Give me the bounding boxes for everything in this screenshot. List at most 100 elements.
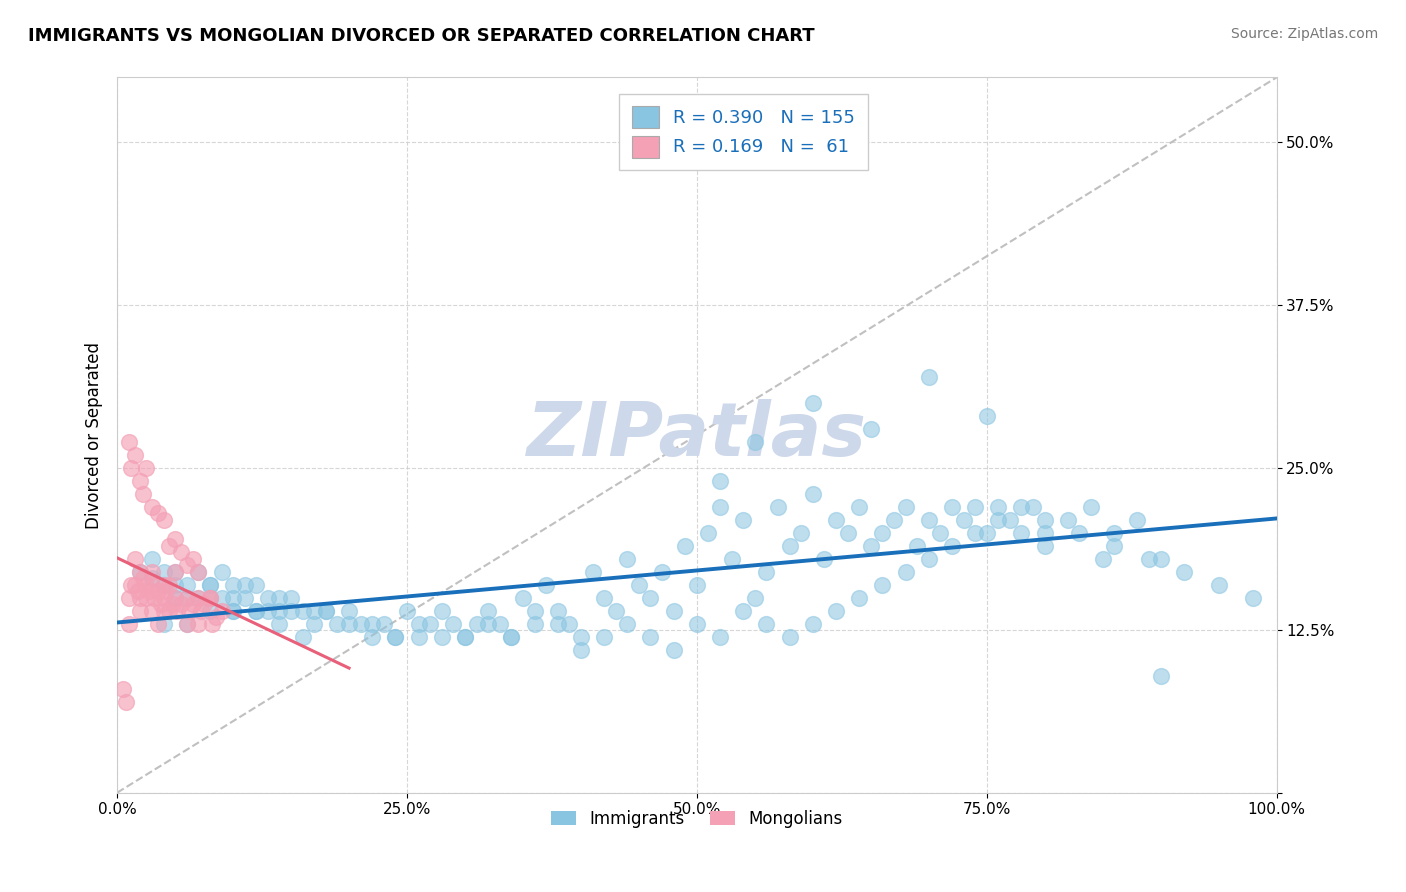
- Legend: Immigrants, Mongolians: Immigrants, Mongolians: [544, 803, 849, 834]
- Point: [1022, 500, 1045, 514]
- Point: [1056, 512, 1078, 526]
- Point: [709, 630, 731, 644]
- Point: [477, 604, 499, 618]
- Point: [686, 577, 709, 591]
- Point: [152, 577, 174, 591]
- Point: [801, 486, 824, 500]
- Point: [361, 616, 384, 631]
- Point: [465, 616, 488, 631]
- Point: [129, 565, 152, 579]
- Point: [165, 565, 187, 579]
- Point: [430, 630, 453, 644]
- Point: [755, 616, 778, 631]
- Point: [204, 610, 226, 624]
- Point: [176, 577, 198, 591]
- Point: [135, 591, 157, 605]
- Point: [1149, 668, 1171, 682]
- Point: [395, 604, 418, 618]
- Point: [124, 551, 146, 566]
- Point: [454, 630, 477, 644]
- Point: [1033, 512, 1056, 526]
- Point: [581, 565, 603, 579]
- Point: [141, 577, 163, 591]
- Point: [697, 525, 720, 540]
- Point: [534, 577, 557, 591]
- Point: [304, 616, 326, 631]
- Point: [181, 551, 204, 566]
- Point: [1102, 539, 1125, 553]
- Point: [779, 539, 801, 553]
- Point: [198, 591, 221, 605]
- Point: [593, 591, 616, 605]
- Text: IMMIGRANTS VS MONGOLIAN DIVORCED OR SEPARATED CORRELATION CHART: IMMIGRANTS VS MONGOLIAN DIVORCED OR SEPA…: [28, 27, 814, 45]
- Point: [222, 604, 245, 618]
- Point: [211, 604, 233, 618]
- Point: [155, 584, 177, 599]
- Point: [547, 604, 569, 618]
- Point: [233, 577, 256, 591]
- Point: [198, 577, 221, 591]
- Point: [1173, 565, 1195, 579]
- Point: [408, 630, 430, 644]
- Point: [662, 604, 685, 618]
- Point: [177, 604, 200, 618]
- Point: [291, 604, 314, 618]
- Point: [987, 500, 1010, 514]
- Point: [616, 551, 638, 566]
- Point: [709, 474, 731, 488]
- Point: [941, 500, 963, 514]
- Point: [176, 616, 198, 631]
- Point: [1126, 512, 1149, 526]
- Point: [111, 681, 134, 696]
- Point: [454, 630, 477, 644]
- Point: [118, 616, 141, 631]
- Point: [190, 604, 212, 618]
- Point: [941, 539, 963, 553]
- Point: [1033, 539, 1056, 553]
- Point: [315, 604, 337, 618]
- Point: [245, 604, 267, 618]
- Point: [987, 512, 1010, 526]
- Point: [350, 616, 373, 631]
- Point: [166, 604, 188, 618]
- Point: [187, 591, 209, 605]
- Point: [1069, 525, 1091, 540]
- Point: [176, 591, 198, 605]
- Point: [201, 616, 224, 631]
- Point: [662, 642, 685, 657]
- Point: [1102, 525, 1125, 540]
- Point: [801, 395, 824, 409]
- Point: [257, 591, 280, 605]
- Point: [441, 616, 464, 631]
- Point: [187, 565, 209, 579]
- Point: [883, 512, 905, 526]
- Point: [872, 525, 894, 540]
- Point: [673, 539, 696, 553]
- Point: [779, 630, 801, 644]
- Point: [720, 551, 742, 566]
- Text: Source: ZipAtlas.com: Source: ZipAtlas.com: [1230, 27, 1378, 41]
- Point: [176, 616, 198, 631]
- Point: [129, 604, 152, 618]
- Point: [141, 604, 163, 618]
- Point: [848, 591, 870, 605]
- Point: [165, 532, 187, 546]
- Point: [373, 616, 395, 631]
- Point: [894, 500, 917, 514]
- Point: [616, 616, 638, 631]
- Point: [233, 591, 256, 605]
- Point: [129, 591, 152, 605]
- Point: [170, 597, 193, 611]
- Point: [825, 604, 848, 618]
- Point: [337, 616, 360, 631]
- Point: [150, 597, 173, 611]
- Point: [361, 630, 384, 644]
- Point: [152, 565, 174, 579]
- Point: [269, 591, 291, 605]
- Point: [419, 616, 441, 631]
- Point: [118, 591, 141, 605]
- Point: [848, 500, 870, 514]
- Point: [733, 604, 755, 618]
- Point: [187, 565, 209, 579]
- Point: [918, 551, 941, 566]
